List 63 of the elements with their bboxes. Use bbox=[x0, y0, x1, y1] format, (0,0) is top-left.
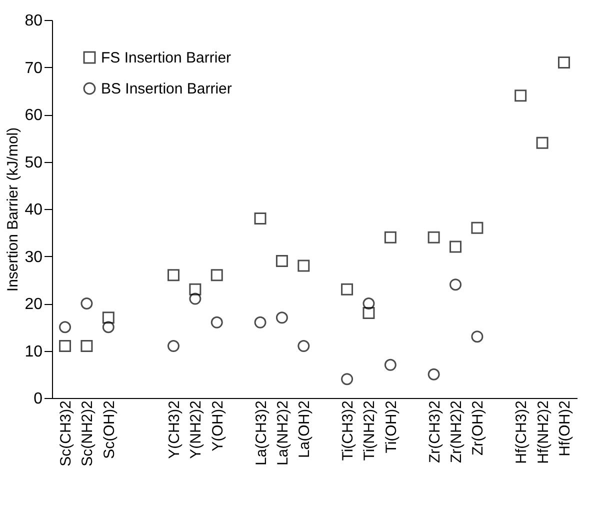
x-tick-label: Y(NH2)2 bbox=[188, 400, 205, 459]
point bbox=[80, 298, 93, 310]
point bbox=[298, 260, 310, 272]
point bbox=[59, 340, 72, 352]
x-tick-label: Zr(CH3)2 bbox=[426, 400, 444, 463]
point bbox=[254, 316, 266, 328]
point bbox=[471, 222, 484, 234]
x-tick-label: Sc(OH)2 bbox=[100, 400, 118, 459]
point bbox=[341, 283, 354, 296]
point bbox=[450, 240, 462, 253]
legend-label: BS Insertion Barrier bbox=[101, 80, 232, 98]
point bbox=[189, 292, 202, 305]
point bbox=[167, 269, 180, 282]
point bbox=[254, 212, 266, 224]
point bbox=[167, 340, 180, 352]
y-tick-label: 10 bbox=[24, 343, 43, 360]
y-tick-label: 20 bbox=[24, 296, 43, 313]
y-tick-label: 40 bbox=[24, 202, 43, 218]
point bbox=[298, 340, 310, 352]
point bbox=[210, 269, 223, 282]
y-tick-label: 30 bbox=[24, 248, 43, 266]
x-tick-label: Hf(OH)2 bbox=[556, 400, 574, 456]
y-tick-label: 60 bbox=[24, 107, 43, 124]
x-tick-label: Y(CH3)2 bbox=[166, 400, 183, 459]
x-tick-label: Ti(CH3)2 bbox=[340, 400, 357, 461]
point bbox=[276, 254, 288, 267]
point bbox=[384, 358, 396, 371]
y-tick-label: 50 bbox=[24, 154, 43, 172]
point bbox=[558, 56, 570, 69]
point bbox=[428, 368, 440, 380]
point bbox=[384, 231, 396, 244]
x-tick-label: La(NH2)2 bbox=[274, 400, 292, 466]
x-tick-label: Y(OH)2 bbox=[209, 400, 226, 452]
x-tick-label: La(OH)2 bbox=[296, 400, 314, 458]
point bbox=[102, 321, 114, 334]
point bbox=[210, 316, 223, 328]
y-axis-title: Insertion Barrier (kJ/mol) bbox=[4, 127, 22, 292]
point bbox=[59, 321, 72, 334]
point bbox=[362, 306, 375, 319]
y-tick-label: 0 bbox=[34, 390, 43, 408]
point bbox=[471, 330, 484, 343]
point bbox=[428, 231, 440, 244]
point bbox=[362, 298, 375, 310]
point bbox=[80, 340, 93, 352]
x-tick-label: Zr(NH2)2 bbox=[448, 400, 466, 463]
x-tick-label: Hf(CH3)2 bbox=[513, 400, 530, 464]
point bbox=[536, 136, 548, 149]
point bbox=[514, 90, 527, 102]
point bbox=[276, 312, 288, 324]
y-tick-label: 70 bbox=[24, 60, 43, 77]
point bbox=[189, 283, 202, 296]
x-tick-label: Hf(NH2)2 bbox=[534, 400, 552, 464]
x-tick-label: Sc(CH3)2 bbox=[58, 400, 75, 466]
point bbox=[102, 312, 114, 324]
x-tick-label: Ti(OH)2 bbox=[382, 400, 400, 454]
x-tick-label: Zr(OH)2 bbox=[470, 400, 487, 456]
point bbox=[341, 373, 354, 386]
x-tick-label: Sc(NH2)2 bbox=[79, 400, 96, 466]
y-tick-label: 80 bbox=[24, 12, 43, 30]
x-tick-label: La(CH3)2 bbox=[252, 400, 270, 466]
point bbox=[450, 278, 462, 291]
x-tick-label: Ti(NH2)2 bbox=[361, 400, 378, 461]
legend-label: FS Insertion Barrier bbox=[101, 50, 232, 66]
